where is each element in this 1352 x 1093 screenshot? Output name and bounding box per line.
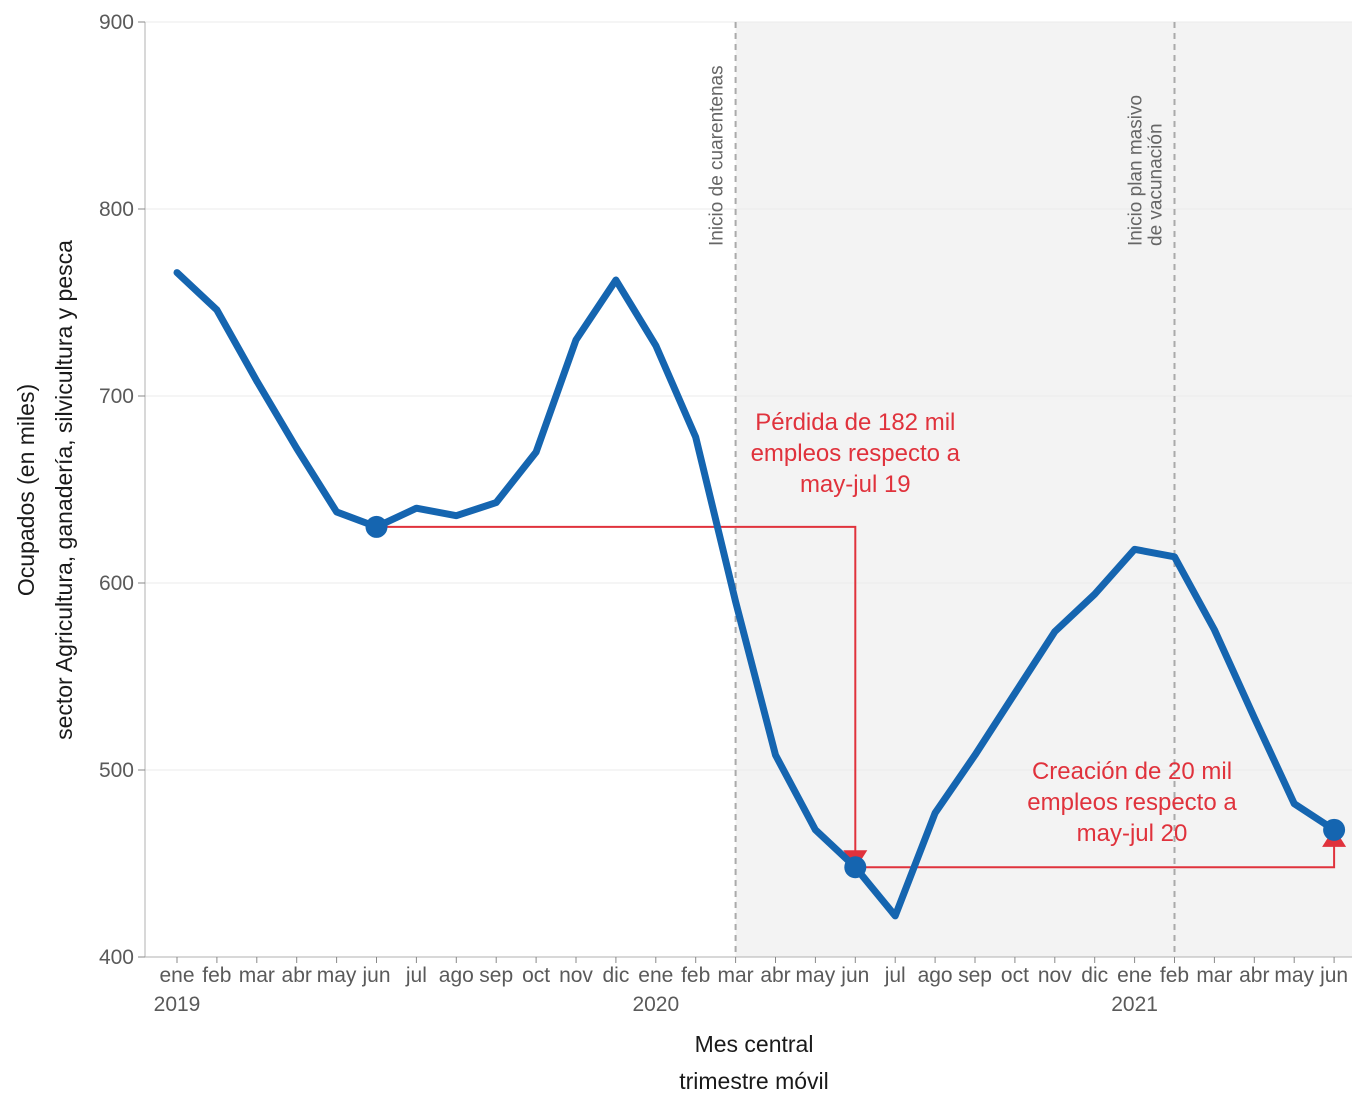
x-tick-label: oct	[522, 964, 550, 987]
highlight-point	[365, 515, 388, 538]
x-tick-label: ago	[918, 964, 953, 987]
x-tick-label: sep	[479, 964, 513, 987]
x-tick-label: dic	[1081, 964, 1108, 987]
x-tick-label: jul	[405, 964, 427, 987]
year-label: 2019	[154, 993, 201, 1016]
axes-layer	[138, 21, 1352, 963]
annotation-text: may-jul 20	[1077, 820, 1188, 847]
x-tick-label: feb	[1160, 964, 1189, 987]
y-tick-label: 400	[99, 946, 134, 969]
x-tick-label: nov	[1038, 964, 1072, 987]
x-tick-label: may	[317, 964, 357, 987]
x-tick-label: jun	[361, 964, 390, 987]
x-axis-title-line2: trimestre móvil	[679, 1068, 829, 1093]
annotation-text: empleos respecto a	[751, 440, 961, 467]
annotation-text: Pérdida de 182 mil	[755, 409, 955, 436]
x-tick-label: may	[796, 964, 836, 987]
x-tick-label: feb	[681, 964, 710, 987]
x-tick-label: ene	[1117, 964, 1152, 987]
year-label: 2020	[632, 993, 679, 1016]
vertical-lines-layer	[734, 22, 1176, 957]
annotation-text: may-jul 19	[800, 471, 911, 498]
x-tick-label: abr	[1239, 964, 1269, 987]
y-axis-title-line1: Ocupados (en miles)	[13, 384, 39, 596]
x-tick-label: jul	[884, 964, 906, 987]
vertical-line-label: Inicio plan masivo	[1126, 95, 1147, 246]
x-axis-title-line1: Mes central	[695, 1031, 814, 1057]
year-label: 2021	[1111, 993, 1158, 1016]
x-tick-label: dic	[602, 964, 629, 987]
y-tick-label: 500	[99, 759, 134, 782]
annotation-arrow-line	[376, 525, 857, 852]
vertical-line-label: de vacunación	[1146, 123, 1167, 246]
vertical-line-label: Inicio de cuarentenas	[707, 65, 728, 246]
highlight-point	[1323, 818, 1346, 841]
y-tick-label: 900	[99, 11, 134, 34]
x-tick-label: mar	[239, 964, 275, 987]
highlight-point	[844, 856, 867, 879]
shaded-region	[735, 22, 1352, 957]
x-tick-label: ago	[439, 964, 474, 987]
x-tick-label: sep	[958, 964, 992, 987]
y-tick-label: 700	[99, 385, 134, 408]
x-tick-label: ene	[638, 964, 673, 987]
annotation-text: empleos respecto a	[1027, 789, 1237, 816]
x-tick-label: may	[1274, 964, 1314, 987]
x-tick-label: jun	[1319, 964, 1348, 987]
x-tick-label: mar	[1196, 964, 1232, 987]
x-tick-label: ene	[159, 964, 194, 987]
annotation-arrow-line	[855, 845, 1336, 869]
y-tick-label: 800	[99, 198, 134, 221]
x-tick-label: nov	[559, 964, 593, 987]
y-tick-label: 600	[99, 572, 134, 595]
x-tick-label: oct	[1001, 964, 1029, 987]
x-tick-label: abr	[760, 964, 790, 987]
y-axis-title-line2: sector Agricultura, ganadería, silvicult…	[51, 240, 77, 740]
x-tick-label: abr	[282, 964, 312, 987]
x-tick-label: mar	[718, 964, 754, 987]
x-tick-label: feb	[202, 964, 231, 987]
background-layer	[735, 22, 1352, 957]
x-tick-label: jun	[840, 964, 869, 987]
series-layer	[173, 269, 1346, 920]
annotation-text: Creación de 20 mil	[1032, 758, 1232, 785]
